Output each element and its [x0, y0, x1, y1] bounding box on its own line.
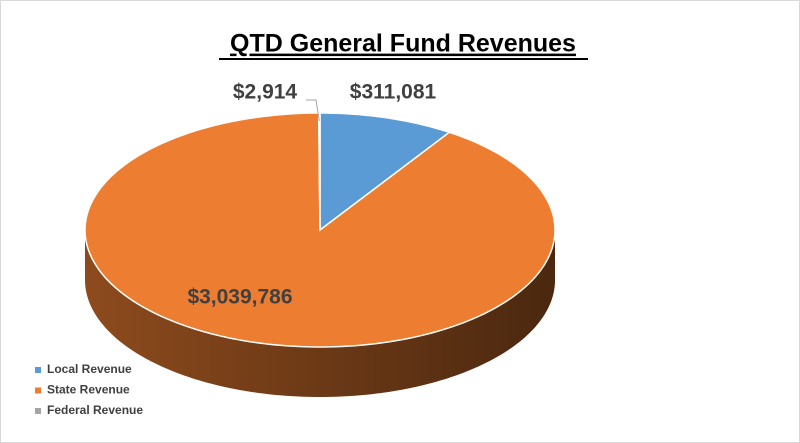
legend-label: Local Revenue [47, 362, 132, 376]
data-label: $2,914 [233, 81, 298, 104]
leader-line [306, 99, 320, 122]
legend-label: State Revenue [47, 383, 130, 397]
slice [319, 112, 451, 232]
legend-swatch [35, 408, 41, 414]
legend-swatch [35, 367, 41, 373]
slice-side-shade [85, 230, 555, 397]
data-label: $311,081 [350, 81, 437, 104]
slice [317, 112, 321, 231]
legend-label: Federal Revenue [47, 403, 143, 417]
chart-title: QTD General Fund Revenues [230, 30, 576, 58]
data-label: $3,039,786 [187, 286, 292, 309]
legend-swatch [35, 387, 41, 394]
